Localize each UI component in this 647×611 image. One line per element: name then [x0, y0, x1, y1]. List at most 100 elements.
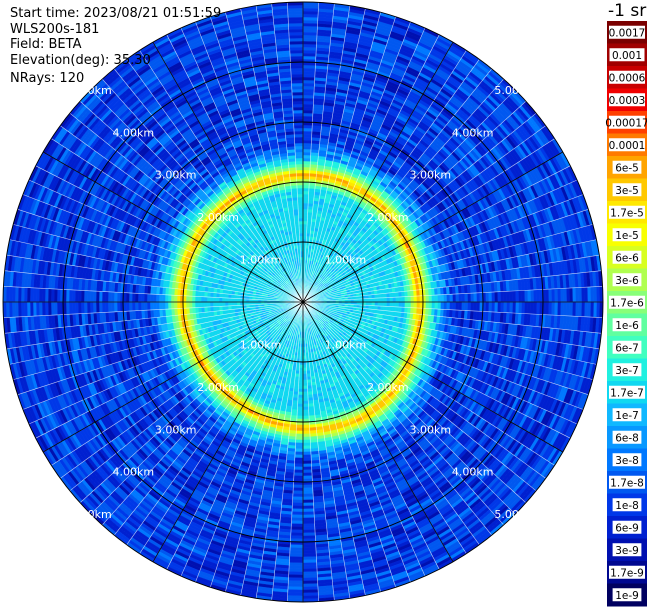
range-bin	[303, 233, 307, 236]
range-bin	[414, 296, 417, 302]
range-bin	[303, 197, 308, 200]
range-bin	[307, 230, 311, 233]
range-bin	[303, 125, 312, 128]
range-bin	[390, 297, 393, 302]
range-bin	[378, 306, 381, 310]
range-bin	[303, 95, 314, 98]
range-bin	[303, 143, 311, 146]
range-bin	[303, 56, 316, 59]
range-bin	[387, 297, 390, 302]
range-bin	[438, 302, 441, 309]
range-bin	[552, 289, 555, 302]
range-bin	[303, 83, 314, 86]
range-bin	[303, 203, 308, 206]
range-bin	[558, 302, 561, 316]
range-bin	[303, 206, 308, 209]
range-bin	[303, 215, 308, 218]
range-bin	[303, 224, 307, 227]
range-bin	[447, 294, 450, 302]
range-bin	[303, 173, 310, 176]
range-bin	[474, 293, 477, 302]
range-bin	[303, 47, 316, 50]
range-bin	[468, 293, 471, 302]
range-bin	[525, 302, 528, 314]
range-bin	[303, 86, 314, 89]
range-bin	[303, 155, 311, 158]
range-bin	[369, 302, 372, 306]
range-bin	[456, 294, 459, 302]
range-bin	[510, 291, 513, 302]
range-bin	[501, 291, 504, 302]
range-bin	[465, 302, 468, 311]
range-bin	[303, 188, 309, 191]
range-bin	[507, 302, 510, 313]
range-bin	[453, 302, 456, 310]
range-bin	[303, 68, 315, 71]
range-bin	[303, 134, 312, 137]
range-bin	[303, 200, 308, 203]
range-bin	[306, 233, 310, 236]
range-bin	[462, 294, 465, 302]
range-bin	[303, 98, 314, 101]
range-bin	[307, 227, 311, 230]
range-bin	[402, 297, 405, 302]
range-bin	[372, 294, 375, 298]
range-bin	[303, 44, 317, 47]
range-bin	[501, 302, 504, 313]
range-bin	[531, 302, 534, 314]
range-bin	[471, 302, 474, 311]
range-bin	[537, 290, 540, 302]
range-bin	[450, 294, 453, 302]
range-bin	[450, 302, 453, 310]
range-bin	[307, 221, 311, 224]
range-bin	[357, 299, 360, 302]
range-bin	[471, 293, 474, 302]
range-bin	[303, 77, 315, 80]
range-bin	[303, 137, 312, 140]
range-bin	[303, 164, 310, 167]
range-bin	[375, 302, 378, 306]
range-bin	[303, 53, 316, 56]
range-bin	[375, 298, 378, 302]
range-bin	[519, 291, 522, 302]
range-bin	[441, 302, 444, 309]
range-bin	[381, 302, 384, 306]
range-bin	[303, 194, 309, 197]
range-bin	[513, 302, 516, 313]
range-bin	[303, 113, 313, 116]
range-bin	[396, 302, 399, 307]
range-bin	[498, 302, 501, 312]
range-bin	[303, 80, 315, 83]
range-bin	[441, 295, 444, 302]
range-bin	[303, 176, 310, 179]
range-bin	[549, 302, 552, 315]
range-bin	[516, 291, 519, 302]
range-bin	[474, 302, 477, 311]
range-bin	[522, 290, 525, 302]
range-bin	[504, 302, 507, 313]
range-bin	[303, 161, 310, 164]
range-bin	[453, 294, 456, 302]
range-bin	[303, 227, 307, 230]
range-bin	[492, 292, 495, 302]
range-bin	[555, 302, 558, 315]
range-bin	[429, 295, 432, 302]
range-bin	[465, 293, 468, 302]
range-bin	[486, 292, 489, 302]
range-bin	[384, 298, 387, 302]
range-bin	[303, 167, 310, 170]
range-bin	[303, 116, 313, 119]
range-bin	[492, 302, 495, 312]
range-bin	[303, 218, 307, 221]
range-bin	[444, 294, 447, 302]
range-bin	[426, 302, 429, 309]
range-bin	[486, 302, 489, 312]
range-bin	[504, 291, 507, 302]
range-bin	[528, 302, 531, 314]
range-bin	[399, 302, 402, 307]
range-bin	[477, 293, 480, 302]
range-bin	[525, 290, 528, 302]
range-bin	[303, 152, 311, 155]
range-bin	[468, 302, 471, 311]
range-bin	[372, 306, 375, 310]
